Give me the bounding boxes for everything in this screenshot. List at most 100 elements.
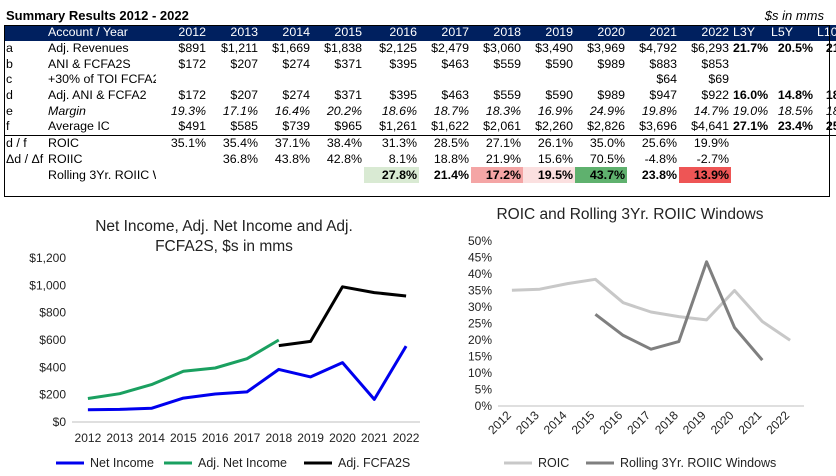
y-tick-label: $0 [53, 415, 67, 429]
legend-label: ROIC [538, 456, 569, 470]
units-label: $s in mms [764, 8, 824, 23]
cell-2013: 35.4% [208, 134, 260, 152]
cell-2022: 14.7% [693, 103, 729, 118]
cell-growth-l10y [815, 72, 836, 88]
header-2018: 2018 [471, 25, 523, 41]
header-account-year: Account / Year [46, 25, 156, 41]
row-label: +30% of TOI FCFA2S [48, 72, 156, 87]
cell-growth-l3y [731, 152, 769, 168]
table-header-row: Account / Year 2012 2013 2014 2015 2016 2017 20… [4, 25, 836, 41]
cell-growth-l5y: 20.5% [777, 41, 813, 56]
cell-2022: 13.9% [679, 167, 731, 183]
cell-2019: $590 [545, 88, 573, 103]
series-line-net-income [87, 345, 408, 412]
series-line-rolling-3yr-roiic-windows [594, 260, 764, 362]
row-letter: d / f [4, 134, 46, 152]
cell-growth-l10y: 18.5% [825, 103, 836, 118]
cell-2020 [575, 72, 627, 88]
cell-2018: 21.9% [485, 151, 521, 166]
table-row: f Average IC $491 $585 $739 $965 $1,261 $1,622 $… [4, 119, 836, 135]
series-line-adj-net-income [87, 338, 280, 400]
y-tick-label: 20% [468, 333, 492, 347]
table-row: d Adj. ANI & FCFA2 $172 $207 $274 $371 $395 $46… [4, 88, 836, 104]
cell-2015: $371 [334, 88, 362, 103]
cell-2018: 18.3% [485, 103, 521, 118]
x-tick-label: 2022 [393, 431, 420, 445]
cell-2020: 24.9% [589, 103, 625, 118]
chart-title: Net Income, Adj. Net Income and Adj. [95, 218, 353, 235]
cell-2015 [312, 167, 364, 183]
cell-2014: $1,669 [272, 41, 310, 56]
x-tick-label: 2022 [763, 408, 792, 437]
cell-2014: $739 [282, 119, 310, 134]
cell-growth-l10y: 25.2% [825, 119, 836, 134]
summary-table: Account / Year 2012 2013 2014 2015 2016 2017 20… [4, 25, 836, 183]
legend-label: Adj. Net Income [198, 456, 287, 470]
cell-2013 [208, 167, 260, 183]
cell-2022: $922 [701, 88, 729, 103]
cell-2020: 35.0% [575, 134, 627, 152]
cell-2017: 18.7% [433, 103, 469, 118]
cell-2015: 38.4% [312, 134, 364, 152]
y-tick-label: 5% [475, 383, 493, 397]
legend-label: Adj. FCFA2S [338, 456, 410, 470]
cell-2020: $3,969 [587, 41, 625, 56]
chart-title: FCFA2S, $s in mms [155, 238, 293, 255]
legend-label: Net Income [90, 456, 154, 470]
header-2019: 2019 [523, 25, 575, 41]
y-tick-label: $800 [39, 306, 66, 320]
cell-2019: 26.1% [523, 134, 575, 152]
header-blank [4, 25, 46, 41]
y-tick-label: 15% [468, 350, 492, 364]
x-tick-label: 2012 [75, 431, 102, 445]
y-tick-label: 35% [468, 284, 492, 298]
x-tick-label: 2014 [138, 431, 165, 445]
cell-2018: $2,061 [483, 119, 521, 134]
cell-2015 [312, 72, 364, 88]
cell-2022: -2.7% [696, 151, 729, 166]
cell-2018: $559 [493, 56, 521, 71]
cell-2020: 70.5% [589, 151, 625, 166]
cell-2015: $965 [334, 119, 362, 134]
cell-2019: 16.9% [537, 103, 573, 118]
cell-2017: 18.8% [433, 151, 469, 166]
cell-2020: 43.7% [575, 167, 627, 183]
row-letter: Δd / Δf [6, 151, 44, 166]
cell-2018: 27.1% [471, 134, 523, 152]
row-label: Adj. ANI & FCFA2 [48, 88, 147, 103]
cell-growth-l3y: 21.7% [733, 41, 769, 56]
cell-2018 [471, 72, 523, 88]
cell-growth-l3y [731, 56, 769, 72]
cell-growth-l10y [815, 134, 836, 152]
row-letter [4, 167, 46, 183]
table-title: Summary Results 2012 - 2022 [6, 8, 189, 23]
cell-2016: 18.6% [381, 103, 417, 118]
cell-2017: $463 [441, 88, 469, 103]
cell-2019: $2,260 [535, 119, 573, 134]
cell-2022: $6,293 [691, 41, 729, 56]
cell-2022: $69 [708, 72, 729, 87]
cell-growth-l5y: 23.4% [777, 119, 813, 134]
cell-2017: 21.4% [419, 167, 471, 183]
income-line-chart: Net Income, Adj. Net Income and Adj. FCFA… [29, 218, 420, 470]
cell-2014 [260, 72, 312, 88]
cell-growth-l5y: 14.8% [777, 88, 813, 103]
cell-growth-l5y [769, 167, 815, 183]
y-tick-label: 25% [468, 317, 492, 331]
x-tick-label: 2016 [202, 431, 229, 445]
cell-2019: $590 [545, 56, 573, 71]
x-tick-label: 2020 [329, 431, 356, 445]
table-row: d / f ROIC 35.1% 35.4% 37.1% 38.4% 31.3% 28.5% 2… [4, 134, 836, 152]
x-tick-label: 2019 [297, 431, 324, 445]
row-letter: d [6, 88, 13, 103]
cell-2013: $207 [230, 88, 258, 103]
cell-2012 [156, 152, 208, 168]
cell-2012 [156, 167, 208, 183]
cell-2015: 20.2% [326, 103, 362, 118]
x-tick-label: 2021 [736, 408, 765, 437]
y-tick-label: 0% [475, 399, 493, 413]
roic-line-chart: ROIC and Rolling 3Yr. ROIIC Windows 0% 5% 1… [468, 206, 804, 470]
cell-growth-l5y [769, 56, 815, 72]
cell-2021: $883 [649, 56, 677, 71]
row-label: ANI & FCFA2S [48, 56, 131, 71]
